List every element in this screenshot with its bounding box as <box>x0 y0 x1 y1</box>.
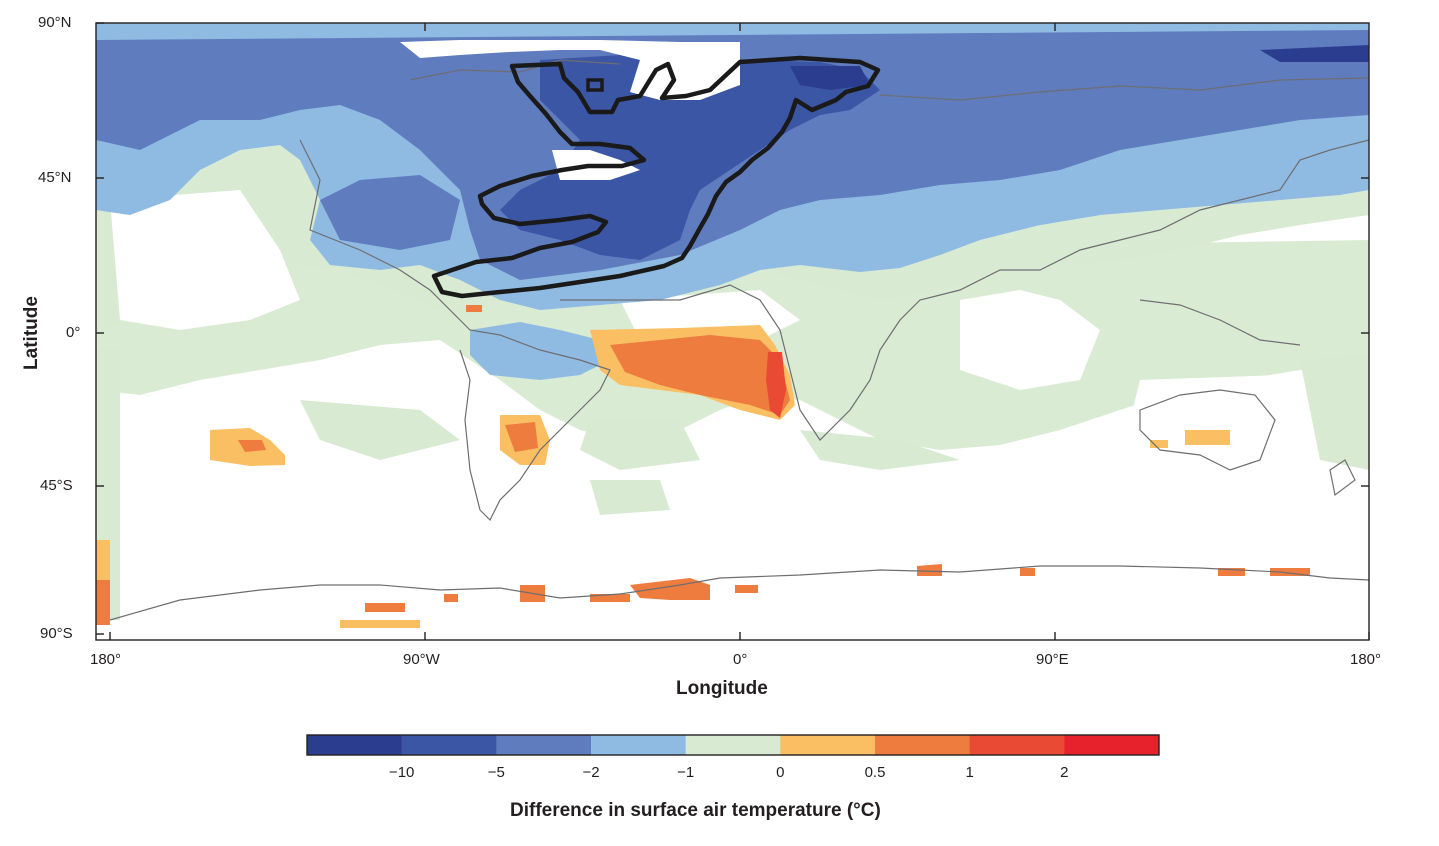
lat-tick-45S: 45°S <box>40 477 73 494</box>
y-axis-title: Latitude <box>21 296 42 370</box>
colorbar-tick-label: −2 <box>582 764 600 781</box>
colorbar-tick-label: −10 <box>388 764 415 781</box>
colorbar-tick-label: 0 <box>776 764 785 781</box>
x-axis-title: Longitude <box>676 678 768 699</box>
colorbar-frame <box>306 734 1160 756</box>
plot-frame <box>95 22 1370 641</box>
lon-tick-90W: 90°W <box>403 651 440 668</box>
lon-tick-180E: 180° <box>1350 651 1382 668</box>
colorbar-tick-label: 2 <box>1060 764 1069 781</box>
colorbar-segment <box>496 735 592 755</box>
colorbar-segment <box>875 735 971 755</box>
lat-tick-90N: 90°N <box>38 14 72 31</box>
lon-tick-180W: 180° <box>90 651 122 668</box>
colorbar-segment <box>685 735 781 755</box>
colorbar-tick-label: 0.5 <box>864 764 886 781</box>
colorbar-segment <box>307 735 403 755</box>
x-ticks <box>109 23 1370 640</box>
forcing-contour <box>431 55 881 299</box>
colorbar-segment <box>969 735 1065 755</box>
coastlines <box>109 59 1369 621</box>
lon-tick-0: 0° <box>733 651 748 668</box>
field-layer <box>96 23 1369 640</box>
lat-tick-45N: 45°N <box>38 169 72 186</box>
colorbar-tick-label: −5 <box>487 764 505 781</box>
colorbar-tick-label: −1 <box>677 764 695 781</box>
colorbar-segment <box>591 735 687 755</box>
colorbar <box>306 734 1160 756</box>
colorbar-segment <box>1064 735 1160 755</box>
lon-tick-90E: 90°E <box>1036 651 1069 668</box>
colorbar-tick-label: 1 <box>965 764 974 781</box>
y-ticks <box>96 22 1369 635</box>
lat-tick-90S: 90°S <box>40 625 73 642</box>
colorbar-segment <box>401 735 497 755</box>
lat-tick-0: 0° <box>66 324 81 341</box>
region-dark-blue <box>500 55 880 260</box>
colorbar-title: Difference in surface air temperature (°… <box>510 800 881 821</box>
colorbar-segment <box>780 735 876 755</box>
